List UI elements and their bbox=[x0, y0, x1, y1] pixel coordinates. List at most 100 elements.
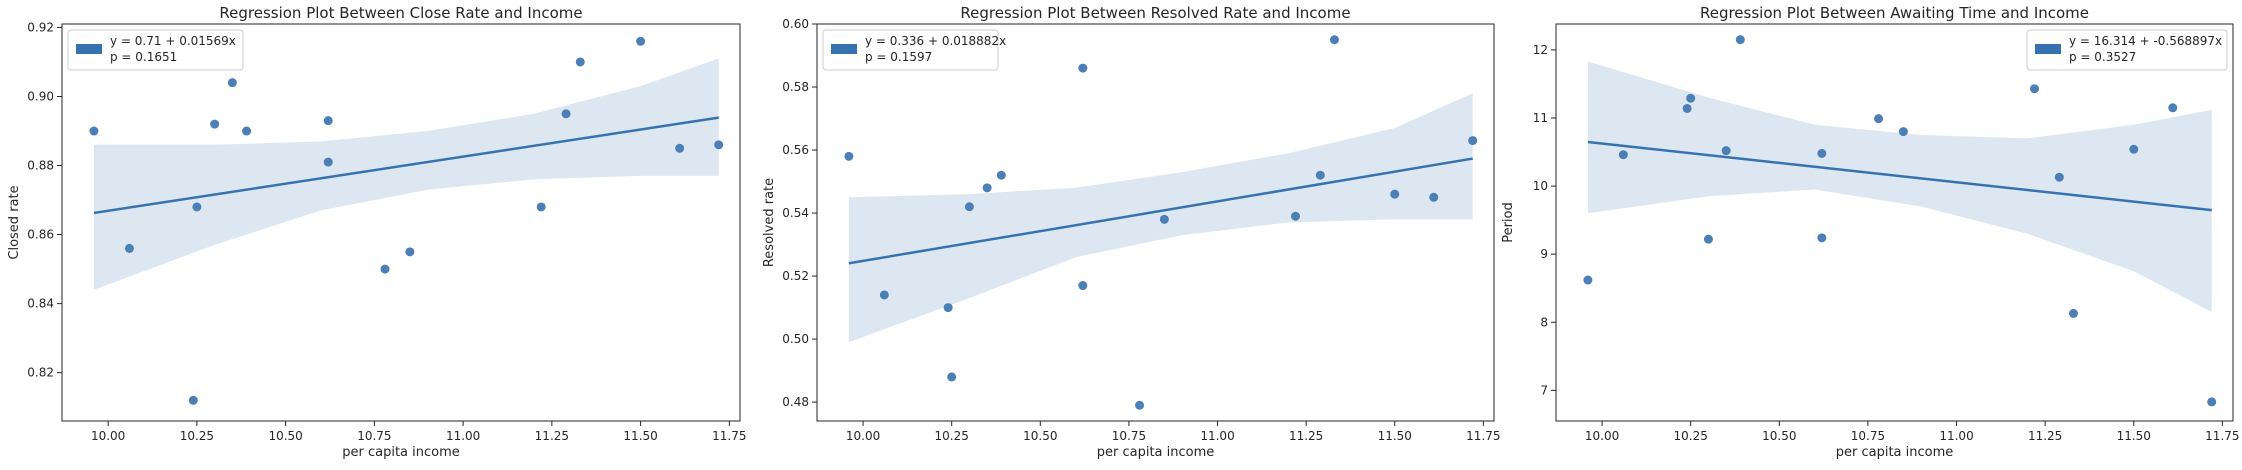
axes-frame bbox=[816, 23, 1495, 422]
x-tick-label: 10.00 bbox=[1585, 429, 1619, 443]
data-point bbox=[2030, 84, 2040, 94]
x-tick-label: 10.75 bbox=[1112, 429, 1146, 443]
data-point bbox=[982, 183, 992, 193]
y-tick-label: 0.52 bbox=[782, 269, 809, 283]
x-tick-label: 10.75 bbox=[357, 429, 391, 443]
data-point bbox=[124, 243, 134, 253]
data-point bbox=[947, 372, 957, 382]
y-tick-label: 10 bbox=[1533, 179, 1548, 193]
y-tick-label: 0.58 bbox=[782, 80, 809, 94]
data-point bbox=[1390, 189, 1400, 199]
legend-box bbox=[822, 29, 999, 71]
y-tick-label: 9 bbox=[1540, 247, 1548, 261]
x-axis-label: per capita income bbox=[342, 445, 460, 460]
regression-line bbox=[848, 157, 1473, 265]
data-point bbox=[89, 126, 99, 136]
data-point bbox=[2054, 172, 2064, 182]
awaiting-time-chart: Regression Plot Between Awaiting Time an… bbox=[1501, 4, 2240, 460]
regression-line bbox=[93, 116, 719, 215]
plot-area: 10.00 10.25 10.50 10.75 11.00 11.25 11.50 11.75… bbox=[27, 20, 746, 443]
x-tick-label: 11.25 bbox=[535, 429, 569, 443]
data-point bbox=[1583, 275, 1593, 285]
y-tick-label: 0.60 bbox=[782, 17, 809, 31]
data-point bbox=[1618, 150, 1628, 160]
y-tick-label: 0.56 bbox=[782, 143, 809, 157]
x-axis-label: per capita income bbox=[1836, 445, 1954, 460]
y-tick-label: 0.90 bbox=[27, 89, 54, 103]
legend-equation: y = 16.314 + -0.568897x bbox=[2069, 34, 2222, 48]
data-point bbox=[192, 202, 202, 212]
data-point bbox=[536, 202, 546, 212]
data-point bbox=[1682, 103, 1692, 113]
data-point bbox=[1329, 35, 1339, 45]
y-tick-label: 0.50 bbox=[782, 332, 809, 346]
data-point bbox=[844, 151, 854, 161]
close-rate-chart: Regression Plot Between Close Rate and I… bbox=[7, 4, 747, 460]
data-point bbox=[1686, 93, 1696, 103]
x-tick-label: 10.50 bbox=[1023, 429, 1057, 443]
x-tick-label: 10.25 bbox=[1674, 429, 1708, 443]
y-tick-label: 0.86 bbox=[27, 228, 54, 242]
x-tick-label: 11.75 bbox=[712, 429, 746, 443]
y-tick-label: 7 bbox=[1540, 383, 1548, 397]
axes-frame bbox=[61, 23, 741, 422]
y-tick-label: 0.48 bbox=[782, 395, 809, 409]
data-point bbox=[1159, 214, 1169, 224]
y-tick-label: 11 bbox=[1533, 111, 1548, 125]
x-tick-label: 11.50 bbox=[1378, 429, 1412, 443]
x-tick-label: 10.00 bbox=[846, 429, 880, 443]
x-tick-label: 11.50 bbox=[623, 429, 657, 443]
data-point bbox=[1291, 211, 1301, 221]
data-point bbox=[227, 78, 237, 88]
x-tick-label: 11.00 bbox=[446, 429, 480, 443]
x-tick-label: 11.50 bbox=[2117, 429, 2151, 443]
data-point bbox=[2129, 144, 2139, 154]
legend-patch bbox=[831, 44, 857, 54]
data-point bbox=[1078, 281, 1088, 291]
data-point bbox=[714, 140, 724, 150]
legend-p-value: p = 0.1651 bbox=[110, 50, 177, 64]
confidence-band bbox=[93, 58, 719, 290]
y-axis-label: Period bbox=[1501, 202, 1516, 243]
data-point bbox=[1429, 192, 1439, 202]
data-point bbox=[380, 264, 390, 274]
plot-area: 10.00 10.25 10.50 10.75 11.00 11.25 11.50 11.75… bbox=[1533, 23, 2240, 443]
y-tick-label: 0.54 bbox=[782, 206, 809, 220]
y-axis-label: Closed rate bbox=[7, 185, 22, 259]
x-tick-label: 11.00 bbox=[1200, 429, 1234, 443]
x-tick-label: 11.25 bbox=[2028, 429, 2062, 443]
legend-patch bbox=[76, 44, 102, 54]
y-tick-label: 12 bbox=[1533, 43, 1548, 57]
legend-patch bbox=[2035, 44, 2061, 54]
legend: y = 0.71 + 0.01569x p = 0.1651 bbox=[67, 29, 244, 71]
chart-title: Regression Plot Between Resolved Rate an… bbox=[960, 4, 1350, 22]
y-tick-label: 0.84 bbox=[27, 297, 54, 311]
x-tick-label: 11.75 bbox=[2205, 429, 2239, 443]
chart-title: Regression Plot Between Close Rate and I… bbox=[219, 4, 582, 22]
y-axis-label: Resolved rate bbox=[762, 178, 777, 267]
legend-box bbox=[67, 29, 244, 71]
data-point bbox=[2207, 397, 2217, 407]
data-point bbox=[323, 116, 333, 126]
data-point bbox=[1898, 127, 1908, 137]
y-tick-label: 0.82 bbox=[27, 366, 54, 380]
y-tick-label: 0.92 bbox=[27, 20, 54, 34]
data-point bbox=[1735, 35, 1745, 45]
data-point bbox=[323, 157, 333, 167]
data-point bbox=[943, 303, 953, 313]
legend-box bbox=[2026, 29, 2228, 71]
chart-title: Regression Plot Between Awaiting Time an… bbox=[1700, 4, 2089, 22]
data-point bbox=[996, 170, 1006, 180]
legend-p-value: p = 0.1597 bbox=[865, 50, 932, 64]
legend: y = 16.314 + -0.568897x p = 0.3527 bbox=[2026, 29, 2228, 71]
data-point bbox=[1817, 233, 1827, 243]
data-point bbox=[636, 36, 646, 46]
data-point bbox=[2168, 103, 2178, 113]
data-point bbox=[242, 126, 252, 136]
y-tick-label: 0.88 bbox=[27, 159, 54, 173]
x-tick-label: 10.25 bbox=[935, 429, 969, 443]
legend-equation: y = 0.71 + 0.01569x bbox=[110, 34, 236, 48]
data-point bbox=[2068, 308, 2078, 318]
data-point bbox=[879, 290, 889, 300]
